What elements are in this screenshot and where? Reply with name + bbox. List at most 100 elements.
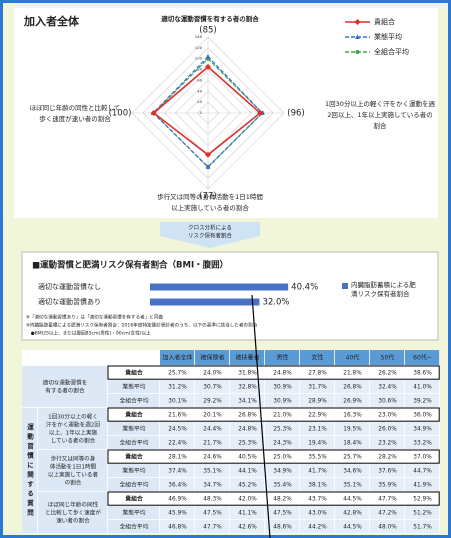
cell-value: 45.2% — [238, 483, 257, 489]
data-cell — [160, 506, 195, 520]
cell-value: 40.5% — [238, 455, 257, 461]
data-cell — [370, 492, 405, 506]
data-cell — [300, 366, 335, 380]
arrow-label: クロス分析による — [188, 224, 232, 232]
data-cell — [405, 478, 440, 492]
cell-value: 34.7% — [203, 483, 222, 489]
cell-value: 25.7% — [168, 371, 187, 377]
cell-value: 42.8% — [343, 511, 362, 517]
cell-value: 48.2% — [273, 497, 292, 503]
data-cell — [405, 506, 440, 520]
group-label: 汗をかく運動を週2回 — [46, 421, 100, 429]
data-cell — [160, 478, 195, 492]
row-name: 貴組合 — [125, 495, 143, 503]
data-cell — [160, 394, 195, 408]
legend-label: 業態平均 — [374, 32, 402, 41]
cell-value: 35.4% — [273, 483, 292, 489]
cell-value: 24.3% — [273, 441, 292, 447]
row-name: 全組合平均 — [120, 523, 149, 531]
data-cell — [265, 436, 300, 450]
data-cell — [230, 520, 265, 534]
data-cell — [195, 506, 230, 520]
cell-value: 23.2% — [378, 441, 397, 447]
data-cell — [335, 506, 370, 520]
data-cell — [265, 464, 300, 478]
cell-value: 43.7% — [308, 497, 327, 503]
row-name-cell — [108, 520, 160, 534]
cell-value: 25.0% — [273, 455, 292, 461]
group-label: 速い者の割合 — [56, 517, 90, 525]
row-name: 業態平均 — [122, 467, 145, 475]
cell-value: 22.9% — [308, 413, 327, 419]
cell-value: 28.2% — [378, 455, 397, 461]
cell-value: 38.1% — [308, 483, 327, 489]
cell-value: 31.8% — [238, 371, 257, 377]
header-cell — [300, 350, 335, 366]
axis-label: 1回30分以上の軽く汗をかく運動を週 — [325, 99, 435, 108]
bar — [150, 283, 289, 291]
cell-value: 24.4% — [203, 427, 222, 433]
cell-value: 34.6% — [343, 469, 362, 475]
data-cell — [230, 436, 265, 450]
data-cell — [335, 380, 370, 394]
legend-swatch — [342, 283, 348, 289]
row-name: 全組合平均 — [120, 439, 149, 447]
data-cell — [300, 422, 335, 436]
header-cell — [405, 350, 440, 366]
header-label: 女性 — [311, 354, 323, 362]
cell-value: 16.3% — [343, 413, 362, 419]
data-cell — [230, 366, 265, 380]
data-cell — [160, 422, 195, 436]
side-label: 運動習慣に関する質問 — [26, 422, 35, 518]
data-cell — [370, 366, 405, 380]
data-cell — [195, 520, 230, 534]
cell-value: 24.8% — [238, 427, 257, 433]
marker — [150, 110, 157, 116]
pointer-line — [251, 294, 271, 538]
row-name-cell — [108, 450, 160, 464]
data-cell — [370, 380, 405, 394]
header-cell — [265, 350, 300, 366]
cell-value: 36.4% — [168, 483, 187, 489]
cell-value: 47.5% — [273, 511, 292, 517]
bar-title: ■運動習慣と肥満リスク保有者割合（BMI・腹囲） — [32, 260, 228, 271]
cell-value: 39.2% — [413, 399, 432, 405]
data-cell — [335, 394, 370, 408]
header-label: 40代 — [346, 354, 360, 362]
header-cell — [195, 350, 230, 366]
cell-value: 38.6% — [413, 371, 432, 377]
cell-value: 34.9% — [273, 469, 292, 475]
data-cell — [405, 464, 440, 478]
row-name: 業態平均 — [122, 383, 145, 391]
value-label: (96) — [287, 109, 304, 119]
cell-value: 31.2% — [168, 385, 187, 391]
data-cell — [370, 520, 405, 534]
side-cell — [22, 408, 38, 534]
cell-value: 23.0% — [378, 413, 397, 419]
row-name: 全組合平均 — [120, 481, 149, 489]
cell-value: 51.7% — [413, 525, 432, 531]
row-name: 貴組合 — [125, 453, 143, 461]
row-name: 業態平均 — [122, 509, 145, 517]
data-cell — [300, 394, 335, 408]
data-cell — [405, 450, 440, 464]
group-label: と比較して歩く速度が — [45, 509, 101, 517]
cell-value: 47.7% — [378, 497, 397, 503]
axis-label: 歩く速度が速い者の割合 — [39, 114, 111, 123]
data-cell — [405, 492, 440, 506]
data-cell — [230, 408, 265, 422]
data-cell — [265, 380, 300, 394]
cell-value: 48.0% — [378, 525, 397, 531]
row-name-cell — [108, 436, 160, 450]
data-cell — [230, 464, 265, 478]
data-cell — [370, 408, 405, 422]
row-name: 業態平均 — [122, 425, 145, 433]
data-cell — [265, 422, 300, 436]
data-cell — [160, 408, 195, 422]
row-name-cell — [108, 394, 160, 408]
cell-value: 18.4% — [343, 441, 362, 447]
data-cell — [195, 450, 230, 464]
axis-label: ほぼ同じ年齢の同性と比較して — [30, 103, 121, 112]
data-cell — [300, 520, 335, 534]
cell-value: 35.9% — [378, 483, 397, 489]
